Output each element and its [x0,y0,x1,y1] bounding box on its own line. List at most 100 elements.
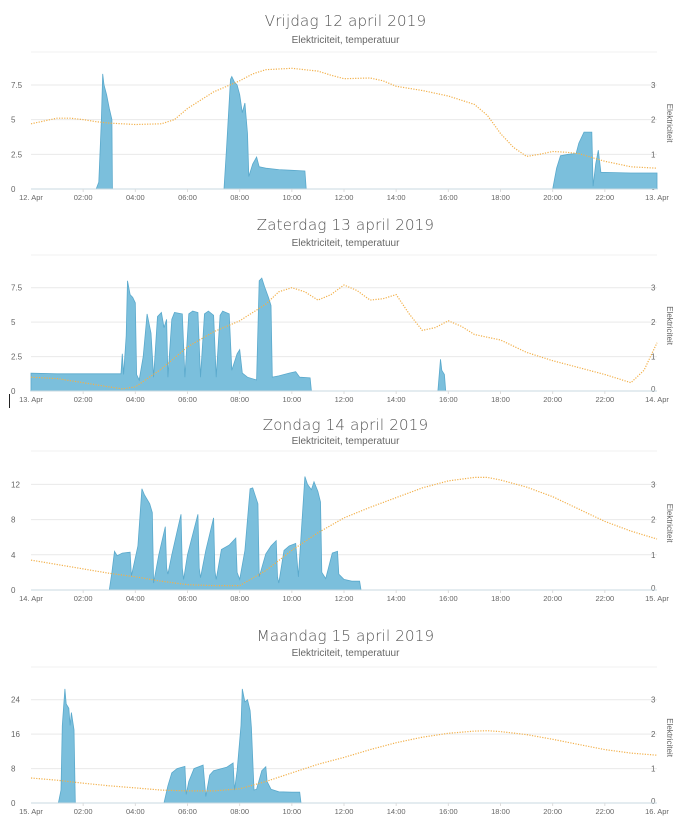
x-axis-tick-label: 02:00 [74,807,93,816]
right-axis-tick-label: 0 [651,797,656,806]
x-axis-tick-label: 06:00 [178,807,197,816]
x-axis-tick-label: 16:00 [439,594,458,603]
x-axis-tick-label: 06:00 [178,395,197,404]
chart-subtitle: Elektriciteit, temperatuur [291,238,400,249]
right-axis-tick-label: 2 [651,730,656,739]
left-axis-tick-label: 2.5 [11,150,23,159]
x-axis-tick-label: 14:00 [387,193,406,202]
x-axis-start-label: 12. Apr [19,193,43,202]
right-axis-tick-label: 0 [651,584,656,593]
x-axis-tick-label: 04:00 [126,193,145,202]
chart-sunday: Zondag 14 april 2019 Elektriciteit, temp… [0,410,691,610]
right-axis-tick-label: 1 [651,353,656,362]
temperature-line [30,476,658,587]
x-axis-tick-label: 10:00 [282,193,301,202]
x-axis-tick-label: 10:00 [282,395,301,404]
x-axis-tick-label: 20:00 [543,807,562,816]
x-axis-start-label: 15. Apr [19,807,43,816]
x-axis-tick-label: 06:00 [178,193,197,202]
temperature-line [30,67,658,169]
left-axis-tick-label: 0 [11,387,16,396]
right-axis-title: Elektriciteit [665,104,674,143]
chart-monday: Maandag 15 april 2019 Elektriciteit, tem… [0,612,691,831]
chart-title: Maandag 15 april 2019 [256,627,435,645]
x-axis-tick-label: 08:00 [230,193,249,202]
x-axis-tick-label: 22:00 [595,193,614,202]
chart-friday: Vrijdag 12 april 2019 Elektriciteit, tem… [0,0,691,208]
left-axis-tick-label: 12 [11,480,20,489]
x-axis-tick-label: 20:00 [543,395,562,404]
right-axis-tick-label: 0 [651,385,656,394]
x-axis-tick-label: 18:00 [491,395,510,404]
right-axis-title: Elektriciteit [665,718,674,757]
left-axis-tick-label: 24 [11,696,20,705]
left-axis-tick-label: 0 [11,586,16,595]
x-axis-start-label: 14. Apr [19,594,43,603]
left-axis-tick-label: 5 [11,116,16,125]
right-axis-tick-label: 3 [651,696,656,705]
left-axis-tick-label: 16 [11,730,20,739]
left-axis-tick-label: 8 [11,765,16,774]
x-axis-tick-label: 20:00 [543,193,562,202]
chart-subtitle: Elektriciteit, temperatuur [291,436,400,447]
left-axis-tick-label: 5 [11,318,16,327]
right-axis-title: Elektriciteit [665,306,674,345]
left-axis-tick-label: 7.5 [11,284,23,293]
x-axis-tick-label: 18:00 [491,807,510,816]
chart-title: Vrijdag 12 april 2019 [264,12,427,30]
chart-saturday: Zaterdag 13 april 2019 Elektriciteit, te… [0,206,691,412]
x-axis-tick-label: 10:00 [282,594,301,603]
x-axis-tick-label: 08:00 [230,395,249,404]
right-axis-title: Elektriciteit [665,504,674,543]
x-axis-end-label: 14. Apr [645,395,669,404]
x-axis-tick-label: 14:00 [387,594,406,603]
x-axis-tick-label: 22:00 [595,807,614,816]
chart-subtitle: Elektriciteit, temperatuur [291,35,400,46]
chart-title: Zaterdag 13 april 2019 [256,216,435,234]
x-axis-tick-label: 08:00 [230,807,249,816]
x-axis-tick-label: 08:00 [230,594,249,603]
x-axis-tick-label: 12:00 [335,395,354,404]
x-axis-tick-label: 16:00 [439,395,458,404]
x-axis-tick-label: 02:00 [74,395,93,404]
x-axis-tick-label: 04:00 [126,594,145,603]
x-axis-end-label: 13. Apr [645,193,669,202]
electricity-area [31,476,657,591]
left-axis-tick-label: 7.5 [11,81,23,90]
left-axis-tick-label: 2.5 [11,353,23,362]
temperature-line [30,730,658,792]
chart-title: Zondag 14 april 2019 [262,416,429,434]
x-axis-tick-label: 20:00 [543,594,562,603]
x-axis-tick-label: 12:00 [335,594,354,603]
x-axis-end-label: 15. Apr [645,594,669,603]
right-axis-tick-label: 1 [651,150,656,159]
right-axis-tick-label: 1 [651,765,656,774]
x-axis-tick-label: 18:00 [491,193,510,202]
x-axis-tick-label: 06:00 [178,594,197,603]
chart-plot: 0 0 2.5 1 5 2 7.5 3 Elektriciteit 13. Apr 02:00 04:… [11,254,674,404]
chart-subtitle: Elektriciteit, temperatuur [291,648,400,659]
x-axis-tick-label: 04:00 [126,807,145,816]
left-axis-tick-label: 4 [11,551,16,560]
x-axis-tick-label: 16:00 [439,807,458,816]
x-axis-tick-label: 02:00 [74,594,93,603]
right-axis-tick-label: 3 [651,81,656,90]
electricity-area [31,688,657,804]
text-cursor-mark [9,394,10,408]
left-axis-tick-label: 0 [11,185,16,194]
right-axis-tick-label: 1 [651,551,656,560]
x-axis-start-label: 13. Apr [19,395,43,404]
x-axis-tick-label: 02:00 [74,193,93,202]
right-axis-tick-label: 3 [651,480,656,489]
x-axis-end-label: 16. Apr [645,807,669,816]
left-axis-tick-label: 8 [11,516,16,525]
x-axis-tick-label: 12:00 [335,807,354,816]
chart-plot: 0 0 8 1 16 2 24 3 Elektriciteit 15. Apr 02:00 04:00… [11,666,674,816]
left-axis-tick-label: 0 [11,799,16,808]
chart-plot: 0 0 4 1 8 2 12 3 Elektriciteit 14. Apr 02:00 04:00 0… [11,450,674,603]
x-axis-tick-label: 14:00 [387,807,406,816]
right-axis-tick-label: 3 [651,284,656,293]
temperature-line [30,284,658,390]
x-axis-tick-label: 22:00 [595,395,614,404]
